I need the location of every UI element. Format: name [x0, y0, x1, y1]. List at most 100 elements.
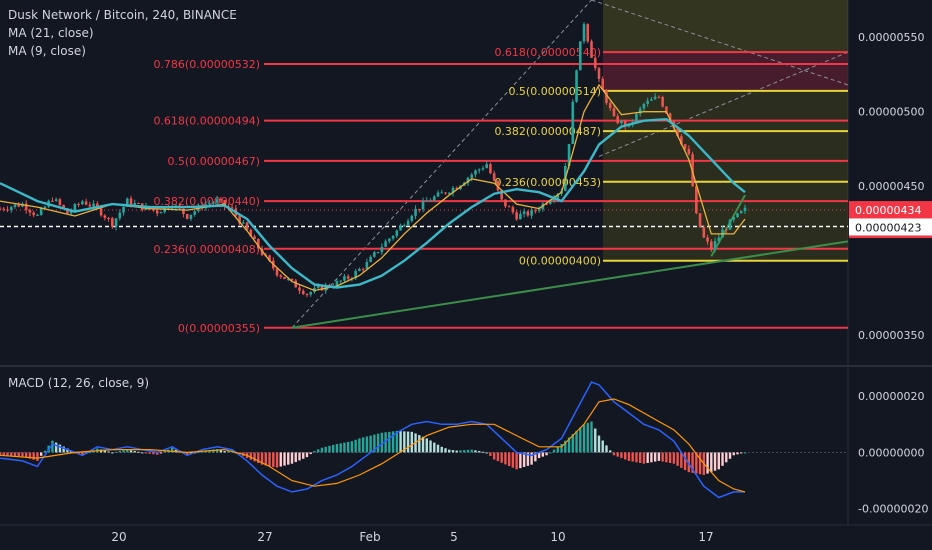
- ma9-legend: MA (9, close): [8, 44, 86, 58]
- macd-histogram-bar: [683, 452, 687, 471]
- macd-histogram-bar: [698, 452, 702, 475]
- candle-body: [455, 187, 459, 189]
- candle-body: [578, 41, 582, 71]
- macd-histogram-bar: [25, 452, 28, 458]
- candle-body: [17, 204, 21, 207]
- macd-histogram-bar: [406, 431, 410, 453]
- macd-histogram-bar: [579, 427, 582, 453]
- candle-body: [485, 164, 488, 169]
- candle-body: [193, 211, 196, 215]
- macd-histogram-bar: [6, 452, 9, 456]
- macd-histogram-bar: [418, 435, 421, 453]
- candle-body: [732, 217, 736, 220]
- macd-histogram-bar: [144, 452, 148, 454]
- macd-histogram-bar: [350, 441, 354, 453]
- candle-body: [384, 241, 387, 247]
- candle-body: [414, 208, 417, 216]
- candle-body: [620, 120, 623, 124]
- macd-histogram-bar: [728, 452, 732, 459]
- macd-histogram-bar: [148, 452, 151, 454]
- candle-body: [354, 271, 357, 279]
- macd-histogram-bar: [736, 452, 739, 455]
- macd-histogram-bar: [646, 452, 649, 463]
- candle-body: [410, 215, 414, 221]
- candle-body: [152, 209, 155, 211]
- candle-body: [530, 210, 533, 216]
- candle-body: [395, 230, 399, 236]
- macd-histogram-bar: [391, 431, 395, 453]
- macd-histogram-bar: [706, 452, 709, 474]
- macd-histogram-bar: [118, 451, 121, 453]
- candle-body: [492, 173, 496, 181]
- candle-body: [294, 280, 298, 288]
- candle-body: [279, 275, 283, 277]
- fib-zone-top: [603, 0, 848, 53]
- macd-histogram-bar: [511, 452, 515, 468]
- macd-histogram-bar: [264, 452, 268, 466]
- macd-histogram-bar: [496, 452, 500, 462]
- macd-histogram-bar: [36, 452, 39, 461]
- fib-left-label: 0.236(0.00000408): [153, 243, 260, 256]
- candle-body: [556, 193, 560, 199]
- macd-histogram-bar: [721, 452, 724, 466]
- macd-histogram-bar: [635, 452, 638, 463]
- candle-body: [118, 212, 122, 219]
- macd-histogram-bar: [103, 450, 107, 453]
- macd-histogram-bar: [638, 452, 642, 463]
- macd-histogram-bar: [571, 434, 574, 453]
- candle-body: [137, 203, 140, 205]
- fib-left-label: 0.5(0.00000467): [167, 155, 260, 168]
- macd-histogram-bar: [152, 452, 155, 455]
- macd-histogram-bar: [317, 449, 320, 453]
- candle-body: [238, 215, 241, 224]
- macd-histogram-bar: [429, 440, 432, 453]
- macd-histogram-bar: [601, 440, 604, 453]
- candle-body: [24, 203, 28, 211]
- macd-tick-label: 0.00000020: [858, 390, 924, 403]
- macd-histogram-bar: [552, 449, 556, 453]
- macd-histogram-bar: [39, 452, 43, 456]
- macd-histogram-bar: [331, 444, 335, 453]
- candle-body: [399, 225, 402, 231]
- macd-histogram-bar: [358, 438, 361, 453]
- candle-body: [680, 136, 683, 145]
- fib-right-label: 0.618(0.00000540): [494, 46, 601, 59]
- macd-histogram-bar: [695, 452, 698, 474]
- macd-histogram-bar: [609, 450, 612, 453]
- price-tick-label: 0.00000350: [858, 329, 924, 342]
- candle-body: [58, 199, 62, 205]
- macd-histogram-bar: [66, 448, 69, 453]
- candle-body: [208, 203, 211, 205]
- macd-histogram-bar: [470, 449, 473, 453]
- candle-body: [286, 278, 290, 280]
- candle-body: [380, 246, 384, 253]
- macd-histogram-bar: [156, 452, 159, 455]
- candle-body: [320, 286, 324, 291]
- candle-body: [623, 120, 627, 127]
- candle-body: [549, 200, 552, 204]
- macd-histogram-bar: [653, 452, 657, 462]
- candle-body: [571, 101, 575, 144]
- candle-body: [724, 229, 728, 231]
- candle-body: [62, 204, 65, 209]
- macd-histogram-bar: [290, 452, 294, 464]
- macd-histogram-bar: [369, 435, 372, 453]
- candle-body: [642, 103, 646, 109]
- time-tick-label: 20: [111, 530, 126, 544]
- candle-body: [275, 268, 279, 276]
- macd-histogram-bar: [163, 451, 166, 453]
- macd-histogram-bar: [564, 440, 567, 453]
- macd-histogram-bar: [159, 452, 163, 454]
- macd-histogram-bar: [268, 452, 271, 467]
- macd-histogram-bar: [388, 431, 391, 453]
- candle-body: [268, 255, 271, 261]
- macd-histogram-bar: [463, 450, 466, 453]
- time-tick-label: 17: [698, 530, 713, 544]
- macd-histogram-bar: [403, 431, 406, 453]
- candle-body: [212, 202, 215, 204]
- macd-histogram-bar: [624, 452, 627, 460]
- candle-body: [129, 198, 133, 205]
- macd-histogram-bar: [219, 450, 223, 453]
- ma21-line: [0, 117, 746, 289]
